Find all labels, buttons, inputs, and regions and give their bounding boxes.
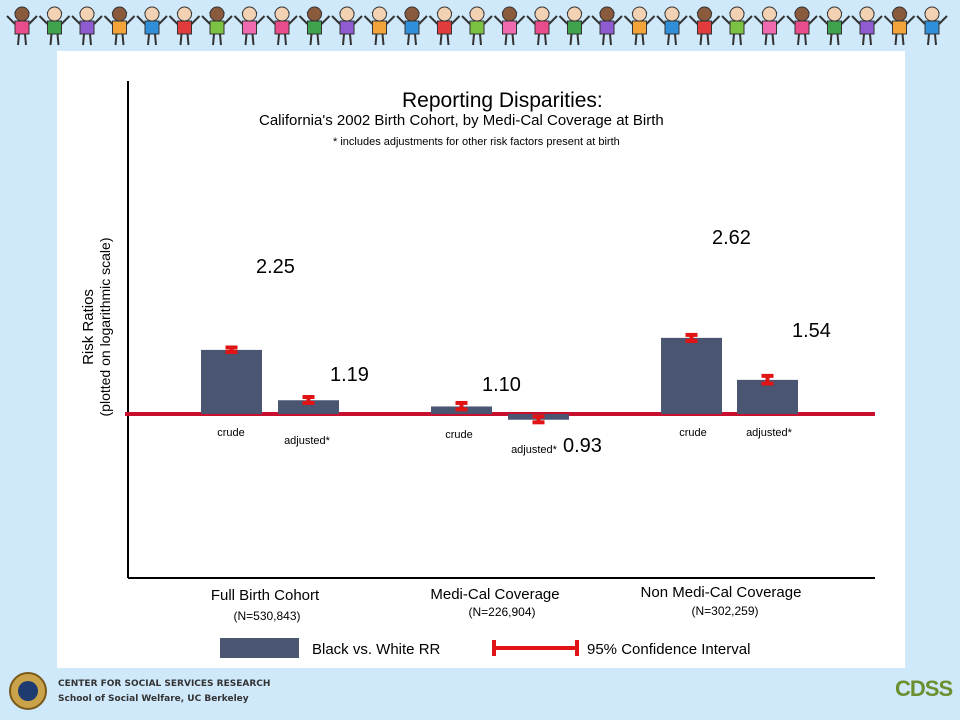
group-n-label: (N=530,843) [233,609,300,623]
footer-center-name: CENTER FOR SOCIAL SERVICES RESEARCH [58,679,271,689]
child-figure-icon [298,6,331,46]
child-figure-icon [688,6,721,46]
risk-ratio-bar [661,337,722,414]
bar-category-label: adjusted* [746,427,793,439]
child-figure-icon [266,6,298,46]
child-figure-icon [168,6,201,46]
group-name-label: Medi-Cal Coverage [430,586,559,603]
group-name-label: Non Medi-Cal Coverage [641,584,802,601]
chart-panel: Reporting Disparities: California's 2002… [57,51,905,668]
legend-bar-swatch [220,638,299,658]
bar-category-label: adjusted* [511,444,558,456]
risk-ratio-bar [201,349,262,414]
uc-seal-logo [9,672,47,710]
risk-ratio-chart: Reporting Disparities: California's 2002… [80,81,875,658]
bar-category-label: crude [679,427,707,439]
child-figure-icon [201,6,233,46]
bar-category-label: crude [217,427,245,439]
child-figure-icon [623,6,656,46]
chart-title: Reporting Disparities: [402,89,603,112]
group-n-label: (N=302,259) [691,604,758,618]
child-figure-icon [753,6,786,46]
child-figure-icon [786,6,818,46]
child-figure-icon [883,6,916,46]
y-axis-label: Risk Ratios [80,289,97,365]
legend-ci-label: 95% Confidence Interval [587,641,750,658]
y-axis-sublabel: (plotted on logarithmic scale) [97,238,113,417]
risk-ratio-bar [737,379,798,414]
child-figure-icon [103,6,136,46]
child-figure-icon [428,6,461,46]
child-figure-icon [851,6,883,46]
cdss-logo: CDSS [895,676,953,701]
child-figure-icon [331,6,363,46]
chart-note: * includes adjustments for other risk fa… [333,136,620,148]
data-value-label: 0.93 [563,435,602,457]
child-figure-icon [38,6,71,46]
child-figure-icon [493,6,526,46]
child-figure-icon [916,6,948,46]
child-figure-icon [363,6,396,46]
child-figure-icon [721,6,753,46]
data-value-label: 1.10 [482,374,521,396]
child-figure-icon [233,6,266,46]
bar-category-label: crude [445,429,473,441]
legend-bar-label: Black vs. White RR [312,641,441,658]
child-figure-icon [396,6,428,46]
child-figure-icon [591,6,623,46]
risk-ratio-bar [278,400,339,414]
data-value-label: 2.25 [256,256,295,278]
child-figure-icon [461,6,493,46]
footer-school-name: School of Social Welfare, UC Berkeley [58,694,249,704]
data-value-label: 1.19 [330,364,369,386]
child-figure-icon [558,6,591,46]
child-figure-icon [136,6,168,46]
bar-category-label: adjusted* [284,435,331,447]
group-n-label: (N=226,904) [468,605,535,619]
children-banner [6,6,948,46]
child-figure-icon [6,6,38,46]
group-name-label: Full Birth Cohort [211,587,320,604]
data-value-label: 2.62 [712,227,751,249]
child-figure-icon [656,6,688,46]
data-value-label: 1.54 [792,320,831,342]
legend-ci-swatch [492,640,579,656]
child-figure-icon [818,6,851,46]
chart-subtitle: California's 2002 Birth Cohort, by Medi-… [259,112,664,129]
child-figure-icon [71,6,103,46]
child-figure-icon [526,6,558,46]
